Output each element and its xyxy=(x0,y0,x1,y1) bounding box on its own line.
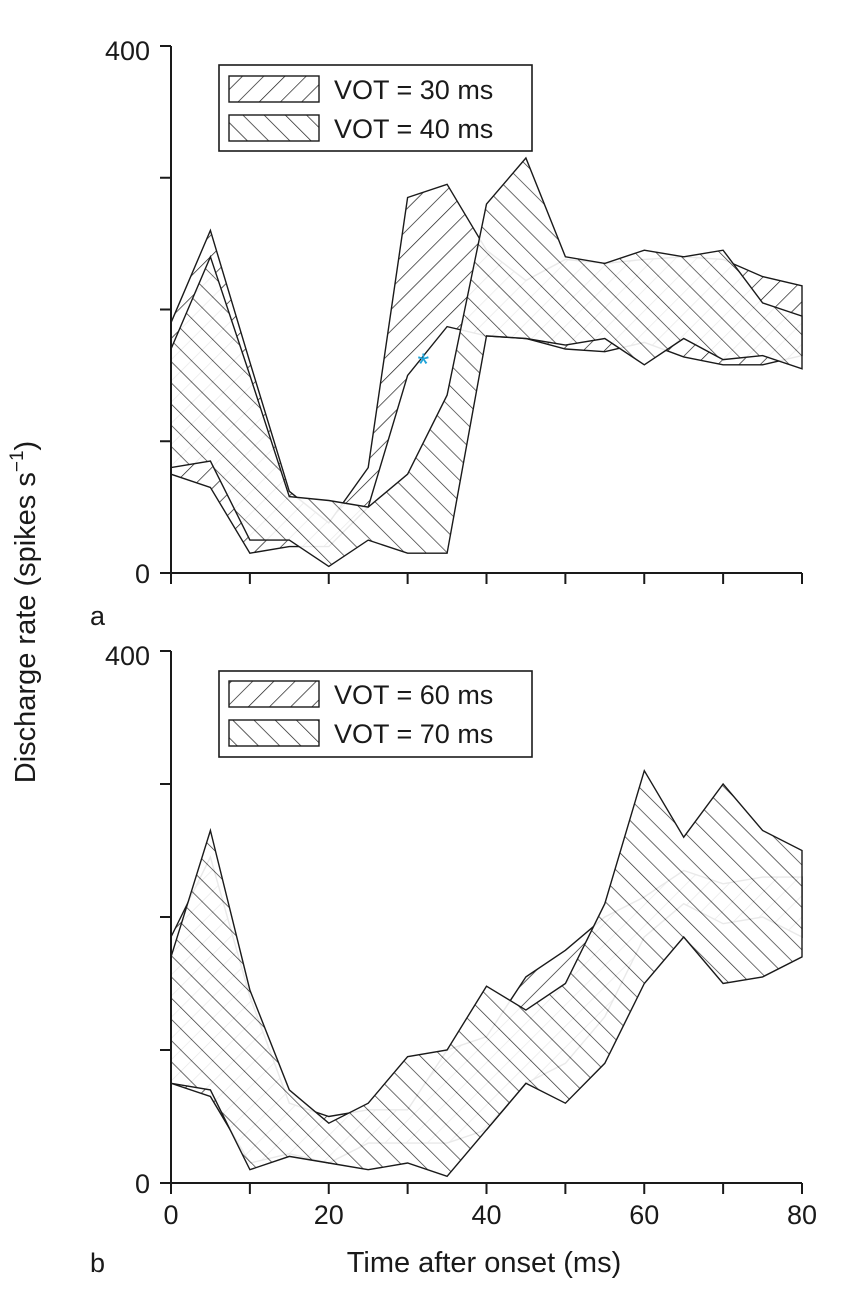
panel-a-legend: VOT = 30 ms VOT = 40 ms xyxy=(218,64,533,152)
x-tick-label-60: 60 xyxy=(629,1200,659,1230)
x-tick-label-0: 0 xyxy=(163,1200,178,1230)
x-axis-title: Time after onset (ms) xyxy=(347,1247,621,1279)
panel-b-y-tick-label-400: 400 xyxy=(105,641,150,671)
panel-a: * 400 0 a VOT = 30 ms VOT = 40 ms xyxy=(90,36,803,631)
panel-b: 400 0 0 20 40 60 80 b Time after onset (ms) … xyxy=(90,641,817,1279)
x-tick-label-80: 80 xyxy=(787,1200,817,1230)
panel-a-bands xyxy=(170,156,803,568)
panel-a-label: a xyxy=(90,601,106,631)
y-axis-title: Discharge rate (spikes s−1) xyxy=(7,441,42,783)
legend-swatch-vot-40 xyxy=(228,114,320,142)
legend-label-vot-40: VOT = 40 ms xyxy=(334,114,493,144)
x-tick-label-20: 20 xyxy=(314,1200,344,1230)
panel-b-x-tick-labels: 0 20 40 60 80 xyxy=(163,1200,817,1230)
panel-a-ticks xyxy=(160,45,803,584)
panel-b-bands xyxy=(170,768,803,1178)
legend-label-vot-30: VOT = 30 ms xyxy=(334,75,493,105)
panel-b-legend: VOT = 60 ms VOT = 70 ms xyxy=(218,670,533,758)
x-tick-label-40: 40 xyxy=(471,1200,501,1230)
legend-swatch-vot-70 xyxy=(228,719,320,747)
legend-swatch-vot-30 xyxy=(228,75,320,103)
legend-swatch-vot-60 xyxy=(228,680,320,708)
legend-label-vot-60: VOT = 60 ms xyxy=(334,680,493,710)
panel-a-y-tick-label-400: 400 xyxy=(105,36,150,66)
band-vot-40 xyxy=(170,156,803,568)
panel-a-y-tick-label-0: 0 xyxy=(135,559,150,589)
panel-b-ticks xyxy=(160,650,803,1194)
band-vot-70 xyxy=(170,768,803,1178)
panel-b-y-tick-label-0: 0 xyxy=(135,1169,150,1199)
legend-label-vot-70: VOT = 70 ms xyxy=(334,719,493,749)
panel-b-label: b xyxy=(90,1248,105,1278)
significance-asterisk: * xyxy=(418,348,430,381)
